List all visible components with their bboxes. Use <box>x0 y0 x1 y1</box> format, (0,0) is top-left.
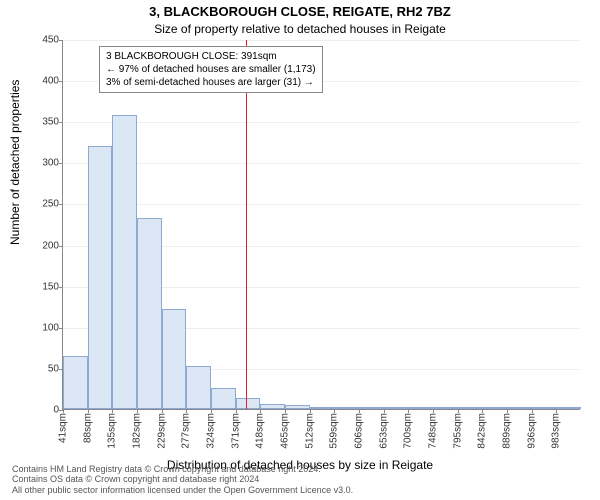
chart-title: 3, BLACKBOROUGH CLOSE, REIGATE, RH2 7BZ <box>0 4 600 19</box>
gridline-h <box>63 122 580 123</box>
histogram-bar <box>556 407 581 409</box>
histogram-plot: 05010015020025030035040045041sqm88sqm135… <box>62 40 580 410</box>
x-tick-label: 512sqm <box>304 413 315 449</box>
x-tick-label: 559sqm <box>329 413 340 449</box>
x-tick-label: 277sqm <box>181 413 192 449</box>
footer-attribution: Contains HM Land Registry data © Crown c… <box>12 464 588 496</box>
x-tick-label: 748sqm <box>428 413 439 449</box>
y-tick-label: 150 <box>42 281 59 292</box>
x-tick-label: 371sqm <box>230 413 241 449</box>
footer-line-3: All other public sector information lice… <box>12 485 588 496</box>
histogram-bar <box>458 407 483 409</box>
y-tick-label: 50 <box>48 363 59 374</box>
x-tick-label: 653sqm <box>378 413 389 449</box>
histogram-bar <box>137 218 162 409</box>
histogram-bar <box>88 146 113 409</box>
histogram-bar <box>162 309 187 409</box>
y-tick-mark <box>59 246 63 247</box>
footer-line-2: Contains OS data © Crown copyright and d… <box>12 474 588 485</box>
info-box-line: 3% of semi-detached houses are larger (3… <box>106 76 316 89</box>
x-tick-label: 889sqm <box>502 413 513 449</box>
histogram-bar <box>482 407 507 409</box>
y-tick-mark <box>59 40 63 41</box>
footer-line-1: Contains HM Land Registry data © Crown c… <box>12 464 588 475</box>
histogram-bar <box>63 356 88 409</box>
histogram-bar <box>334 407 359 409</box>
x-tick-label: 324sqm <box>206 413 217 449</box>
y-tick-label: 100 <box>42 322 59 333</box>
x-tick-label: 465sqm <box>280 413 291 449</box>
histogram-bar <box>112 115 137 409</box>
y-tick-label: 300 <box>42 158 59 169</box>
histogram-bar <box>433 407 458 409</box>
y-tick-mark <box>59 204 63 205</box>
info-box-line: 3 BLACKBOROUGH CLOSE: 391sqm <box>106 50 316 63</box>
x-tick-label: 41sqm <box>58 413 69 443</box>
chart-subtitle: Size of property relative to detached ho… <box>0 22 600 36</box>
y-tick-label: 250 <box>42 199 59 210</box>
reference-line <box>246 40 247 409</box>
x-tick-label: 229sqm <box>156 413 167 449</box>
y-tick-label: 450 <box>42 35 59 46</box>
x-tick-label: 795sqm <box>452 413 463 449</box>
histogram-bar <box>532 407 557 409</box>
y-tick-mark <box>59 328 63 329</box>
x-tick-label: 135sqm <box>107 413 118 449</box>
info-box: 3 BLACKBOROUGH CLOSE: 391sqm← 97% of det… <box>99 46 323 93</box>
x-tick-label: 700sqm <box>403 413 414 449</box>
x-tick-label: 606sqm <box>354 413 365 449</box>
y-tick-label: 200 <box>42 240 59 251</box>
histogram-bar <box>285 405 310 409</box>
x-tick-label: 418sqm <box>255 413 266 449</box>
y-tick-mark <box>59 122 63 123</box>
gridline-h <box>63 163 580 164</box>
y-tick-label: 350 <box>42 117 59 128</box>
x-tick-label: 88sqm <box>82 413 93 443</box>
histogram-bar <box>384 407 409 409</box>
x-tick-label: 842sqm <box>477 413 488 449</box>
x-tick-label: 983sqm <box>551 413 562 449</box>
histogram-bar <box>359 407 384 409</box>
histogram-bar <box>507 407 532 409</box>
y-axis-label: Number of detached properties <box>8 80 22 245</box>
histogram-bar <box>236 398 261 409</box>
gridline-h <box>63 40 580 41</box>
histogram-bar <box>310 407 335 409</box>
info-box-line: ← 97% of detached houses are smaller (1,… <box>106 63 316 76</box>
x-tick-label: 936sqm <box>526 413 537 449</box>
histogram-bar <box>408 407 433 409</box>
gridline-h <box>63 204 580 205</box>
histogram-bar <box>186 366 211 409</box>
y-tick-mark <box>59 287 63 288</box>
y-tick-mark <box>59 81 63 82</box>
histogram-bar <box>260 404 285 409</box>
y-tick-label: 400 <box>42 76 59 87</box>
histogram-bar <box>211 388 236 409</box>
x-tick-label: 182sqm <box>132 413 143 449</box>
y-tick-mark <box>59 163 63 164</box>
